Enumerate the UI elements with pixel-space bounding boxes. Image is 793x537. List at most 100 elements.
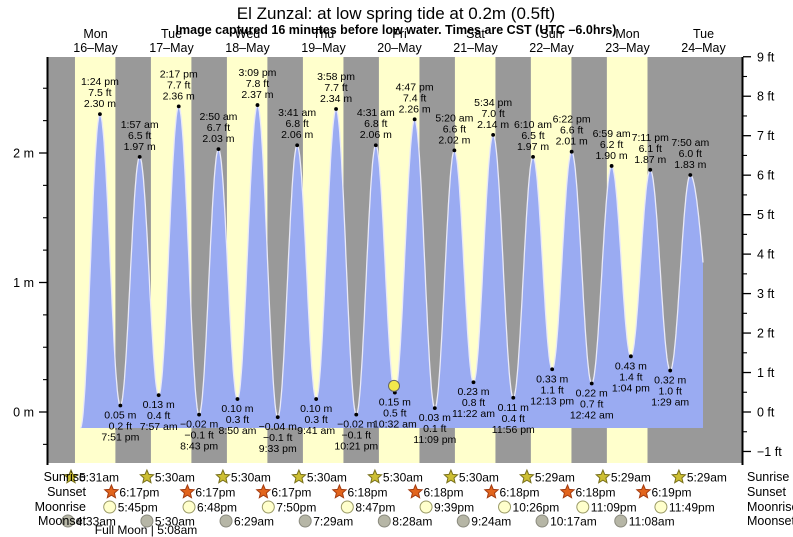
tide-event-label: 7.4 ft <box>403 92 426 104</box>
moonset-time: 6:29am <box>234 515 274 529</box>
tide-event-label: 0.32 m <box>654 375 686 387</box>
sunrise-icon <box>367 468 383 484</box>
moonrise-time: 11:09pm <box>591 501 637 515</box>
sunrise-time: 5:30am <box>307 471 347 485</box>
tide-event-label: 6.6 ft <box>443 123 466 135</box>
tide-event-label: 1.4 ft <box>619 371 642 383</box>
tide-event-label: 1:24 pm <box>81 76 119 88</box>
right-axis-tick-label: 6 ft <box>757 169 775 183</box>
moonrise-icon <box>340 500 354 514</box>
day-label-date: 18–May <box>225 41 270 55</box>
row-label-sunrise-right: Sunrise <box>747 470 789 484</box>
tide-event-label: 2.01 m <box>556 136 588 148</box>
day-label-date: 23–May <box>605 41 650 55</box>
tide-event-label: 2.26 m <box>399 103 431 115</box>
sunset-time: 6:17pm <box>119 486 159 500</box>
tide-event-label: 1:04 pm <box>612 382 650 394</box>
tide-event-label: 11:56 pm <box>492 424 535 436</box>
tide-event-label: 7.5 ft <box>88 87 111 99</box>
day-label-weekday: Mon <box>615 27 639 41</box>
tide-event-label: −0.1 ft <box>342 430 372 442</box>
tide-point-dot <box>354 412 359 417</box>
day-label-weekday: Wed <box>235 27 261 41</box>
right-axis-tick-label: −1 ft <box>757 445 782 459</box>
tide-point-dot <box>491 132 496 137</box>
tide-event-label: 6.0 ft <box>679 148 702 160</box>
tide-event-label: 2.06 m <box>360 129 392 141</box>
tide-event-label: 0.22 m <box>576 388 608 400</box>
tide-event-label: 4:47 pm <box>396 81 434 93</box>
chart-title: El Zunzal: at low spring tide at 0.2m (0… <box>237 4 555 23</box>
row-label-moonset-right: Moonset <box>747 514 793 528</box>
tide-event-label: 0.05 m <box>104 410 136 422</box>
day-label-date: 20–May <box>377 41 422 55</box>
tide-event-label: 0.3 ft <box>226 414 249 426</box>
tide-event-label: 2.34 m <box>320 93 352 105</box>
tide-event-label: −0.02 m <box>337 419 375 431</box>
row-label-moonset-left: Moonset <box>38 514 86 528</box>
tide-point-dot <box>609 164 614 168</box>
tide-point-dot <box>255 103 260 107</box>
tide-event-label: 10:32 am <box>373 419 417 431</box>
sunset-time: 6:17pm <box>271 486 311 500</box>
left-axis-tick-label: 1 m <box>13 276 34 290</box>
tide-point-dot <box>295 143 300 148</box>
sunset-icon <box>179 483 196 499</box>
tide-point-dot <box>432 406 437 411</box>
sunrise-icon <box>139 468 155 484</box>
tide-event-label: 2:17 pm <box>160 68 198 80</box>
tide-event-label: 12:42 am <box>570 410 614 422</box>
right-axis-tick-label: 0 ft <box>757 406 775 420</box>
tide-event-label: 6.8 ft <box>364 118 387 130</box>
moonrise-icon <box>576 500 590 514</box>
sunrise-time: 5:29am <box>611 471 651 485</box>
moonset-icon <box>61 514 75 528</box>
tide-point-dot <box>98 112 102 117</box>
day-label-weekday: Fri <box>392 27 407 41</box>
moonset-time: 10:17am <box>550 515 597 529</box>
sunrise-icon <box>518 468 535 484</box>
left-axis-tick-label: 0 m <box>13 406 34 420</box>
tide-point-dot <box>275 415 280 420</box>
day-label-date: 16–May <box>73 41 118 55</box>
tide-event-label: 6.2 ft <box>600 139 623 151</box>
tide-event-label: 3:41 am <box>278 107 316 119</box>
moonset-icon <box>377 514 391 528</box>
tide-point-dot <box>471 380 476 385</box>
tide-event-label: 0.10 m <box>300 403 332 415</box>
tide-point-dot <box>668 368 673 373</box>
tide-point-dot <box>628 354 633 359</box>
sunrise-time: 5:31am <box>79 471 119 485</box>
moonrise-time: 5:45pm <box>118 501 158 515</box>
tide-event-label: 9:33 pm <box>259 443 297 455</box>
tide-event-label: 0.7 ft <box>580 399 603 411</box>
tide-point-dot <box>373 143 378 148</box>
tide-event-label: 4:31 am <box>357 107 395 119</box>
tide-event-label: 3:09 pm <box>238 67 276 79</box>
axes-layer: 0 m 1 m 2 m −1 ft 0 ft 1 ft 2 ft 3 ft 4 ft 5 ft 6 … <box>13 50 782 465</box>
moonrise-time: 6:48pm <box>197 501 237 515</box>
tide-point-dot <box>589 381 594 386</box>
tide-point-dot <box>688 173 693 177</box>
left-axis-line <box>46 57 49 465</box>
moonrise-time: 8:47pm <box>355 501 395 515</box>
row-label-sunrise-left: Sunrise <box>44 470 86 484</box>
day-label-weekday: Thu <box>313 27 335 41</box>
tide-event-label: 7.0 ft <box>481 108 504 120</box>
tide-event-label: −0.02 m <box>180 419 218 431</box>
day-labels-layer: Mon16–MayTue17–MayWed18–MayThu19–MayFri2… <box>73 27 726 55</box>
tide-event-label: 1.97 m <box>517 141 549 153</box>
tide-point-dot <box>216 147 221 152</box>
tide-event-label: 2.06 m <box>281 129 313 141</box>
moonrise-icon <box>103 500 117 514</box>
day-label-date: 17–May <box>149 41 194 55</box>
tide-event-label: 0.11 m <box>498 402 530 414</box>
row-label-sunset-right: Sunset <box>747 485 786 499</box>
moonset-icon <box>219 514 233 528</box>
sunrise-time: 5:30am <box>459 471 499 485</box>
tide-event-label: 7.7 ft <box>324 82 347 94</box>
tide-point-dot <box>156 393 161 398</box>
tide-point-dot <box>118 403 123 408</box>
tide-area <box>80 105 704 429</box>
